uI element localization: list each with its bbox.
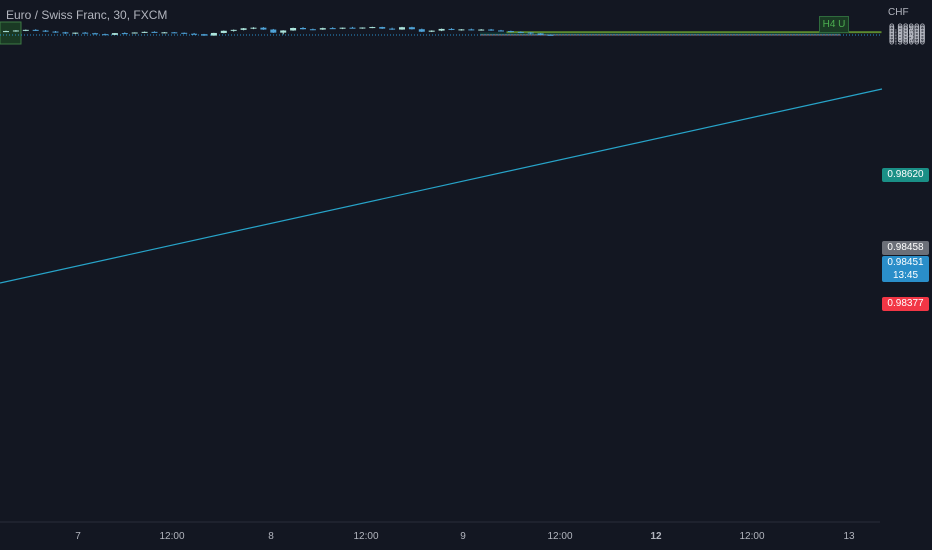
candle-body xyxy=(349,27,356,29)
y-tick-label: 0.98700 xyxy=(889,25,926,37)
y-tick-label: 0.98300 xyxy=(889,31,926,43)
candle-body xyxy=(250,27,257,29)
candle-body xyxy=(408,27,415,30)
currency-label: CHF xyxy=(888,7,909,18)
candle-body xyxy=(448,28,455,30)
candle-body xyxy=(42,30,49,32)
current-price-badge: 0.98451 13:45 xyxy=(882,256,929,282)
candle-body xyxy=(131,32,138,34)
candle-body xyxy=(32,29,39,31)
candle-body xyxy=(220,30,227,33)
candle-body xyxy=(52,31,59,33)
x-tick-label: 7 xyxy=(75,531,81,542)
candle-body xyxy=(270,29,277,33)
candle-body xyxy=(260,27,267,30)
candle-body xyxy=(290,28,297,31)
x-tick-label: 12:00 xyxy=(547,531,573,542)
candle-body xyxy=(468,29,475,31)
stop-price-badge: 0.98377 xyxy=(882,297,929,311)
x-tick-label: 12:00 xyxy=(353,531,379,542)
candle-body xyxy=(527,32,534,34)
candle-body xyxy=(151,31,158,33)
zone-marker xyxy=(0,21,22,45)
candle-body xyxy=(121,33,128,35)
candle-body xyxy=(141,31,148,33)
candle-body xyxy=(3,31,9,33)
y-tick-label: 0.98400 xyxy=(889,30,926,42)
y-tick-label: 0.98900 xyxy=(889,22,926,34)
candle-body xyxy=(201,34,207,36)
candle-body xyxy=(478,29,485,31)
candle-body xyxy=(171,32,178,34)
x-tick-label: 9 xyxy=(460,531,466,542)
candle-body xyxy=(379,27,386,29)
candle-body xyxy=(230,29,237,31)
chart-title: Euro / Swiss Franc, 30, FXCM xyxy=(6,8,168,22)
candle-body xyxy=(72,32,79,34)
candle-body xyxy=(547,34,554,36)
stop-zone xyxy=(480,34,840,37)
current-price-value: 0.98451 xyxy=(887,257,924,268)
candle-body xyxy=(111,33,118,35)
candle-body xyxy=(82,32,89,34)
x-tick-label: 8 xyxy=(268,531,274,542)
indicator-label[interactable]: H4 U xyxy=(819,16,849,33)
candle-body xyxy=(12,30,19,32)
candle-body xyxy=(62,32,69,34)
candle-body xyxy=(458,29,465,31)
target-price-badge: 0.98620 xyxy=(882,168,929,182)
candle-body xyxy=(210,32,217,36)
candle-body xyxy=(537,33,544,35)
candle-body xyxy=(309,29,316,31)
y-tick-label: 0.98000 xyxy=(889,36,926,48)
candle-body xyxy=(240,28,247,30)
candle-body xyxy=(22,29,29,31)
candle-body xyxy=(488,29,495,31)
candle-body xyxy=(339,27,346,29)
target-zone xyxy=(480,32,840,35)
candle-body xyxy=(428,30,435,32)
entry-price-badge: 0.98458 xyxy=(882,241,929,255)
candle-body xyxy=(102,34,108,36)
candle-body xyxy=(517,31,524,33)
candle-body xyxy=(181,32,188,34)
x-tick-label: 12:00 xyxy=(159,531,185,542)
candle-body xyxy=(92,33,99,35)
candle-body xyxy=(319,28,326,30)
candle-body xyxy=(359,27,366,29)
y-tick-label: 0.98600 xyxy=(889,27,926,39)
x-tick-label: 13 xyxy=(843,531,855,542)
candle-body xyxy=(389,28,396,30)
candle-body xyxy=(399,27,405,30)
countdown-timer: 13:45 xyxy=(892,270,919,281)
y-tick-label: 0.98200 xyxy=(889,33,926,45)
candle-body xyxy=(161,32,168,34)
y-tick-label: 0.98100 xyxy=(889,34,926,46)
candle-body xyxy=(498,30,504,32)
candle-body xyxy=(438,28,445,31)
candle-body xyxy=(280,30,287,33)
candle-body xyxy=(418,29,425,32)
y-tick-label: 0.98500 xyxy=(889,28,926,40)
candle-body xyxy=(369,27,376,29)
candle-body xyxy=(191,33,198,35)
candle-body xyxy=(329,28,336,30)
trendline xyxy=(0,88,883,284)
y-tick-label: 0.98800 xyxy=(889,24,926,36)
supply-zone xyxy=(506,31,882,34)
candle-body xyxy=(507,31,514,33)
candle-body xyxy=(300,28,306,30)
x-tick-label: 12:00 xyxy=(739,531,765,542)
x-tick-label: 12 xyxy=(650,531,662,542)
